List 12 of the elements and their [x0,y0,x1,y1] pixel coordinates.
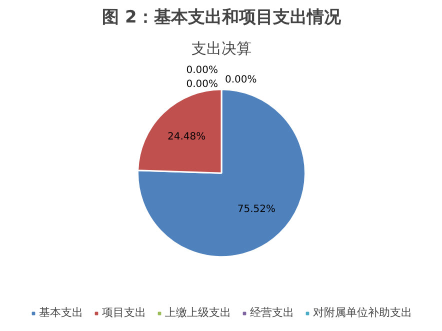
text: 0.00% [186,79,218,90]
chart-subtitle: 支出决算 [192,40,252,58]
data-label: 24.48% [167,131,206,142]
data-label: 75.52% [237,204,276,215]
text: 0.00% [224,74,257,86]
legend-label: 经营支出 [250,305,294,320]
chart-title: 图 2：基本支出和项目支出情况 [102,8,342,28]
legend-label: 基本支出 [39,305,83,320]
text: 0.00% [186,65,218,76]
legend-label: 项目支出 [102,305,146,320]
legend-label: 上缴上级支出 [165,305,231,320]
legend-label: 对附属单位补助支出 [313,305,412,320]
